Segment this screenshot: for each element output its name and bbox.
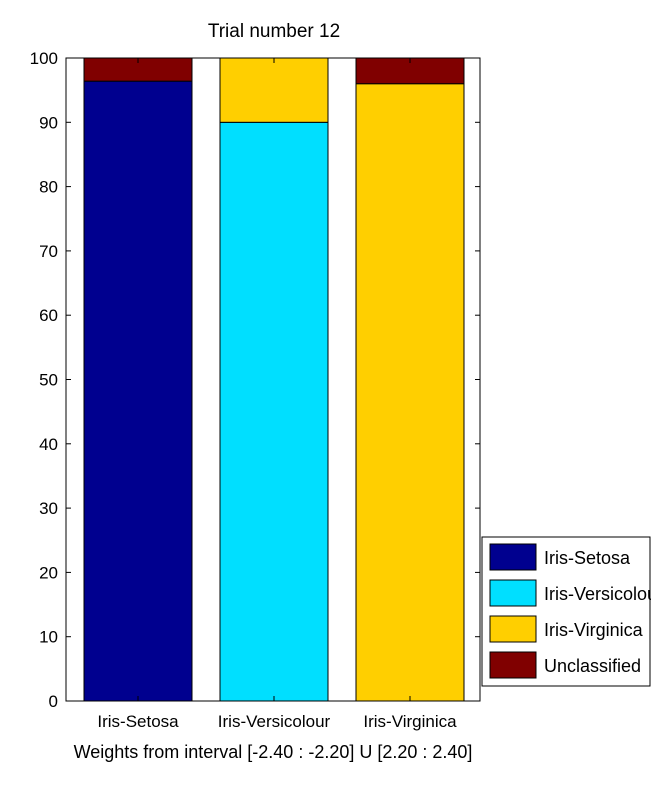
x-axis-label: Weights from interval [-2.40 : -2.20] U … <box>74 742 473 762</box>
y-tick-label: 10 <box>39 628 58 647</box>
y-tick-label: 60 <box>39 306 58 325</box>
legend-label-iris-virginica: Iris-Virginica <box>544 620 644 640</box>
x-tick-label-iris-versicolour: Iris-Versicolour <box>218 712 331 731</box>
y-tick-label: 90 <box>39 113 58 132</box>
x-tick-label-iris-virginica: Iris-Virginica <box>363 712 457 731</box>
legend-swatch-iris-versicolour <box>489 579 537 607</box>
y-tick-label: 30 <box>39 499 58 518</box>
bar-iris-versicolour-iris-virginica <box>219 57 329 123</box>
legend: Iris-Setosa Iris-Versicolour Iris-Virginic… <box>481 536 651 687</box>
y-tick-label: 40 <box>39 435 58 454</box>
y-tick-label: 0 <box>49 692 58 711</box>
legend-label-unclassified: Unclassified <box>544 656 641 676</box>
bar-iris-versicolour-iris-versicolour <box>219 121 329 702</box>
y-tick-label: 70 <box>39 242 58 261</box>
x-tick-label-iris-setosa: Iris-Setosa <box>97 712 179 731</box>
bar-iris-setosa-iris-setosa <box>83 80 193 702</box>
bars-layer <box>83 57 465 702</box>
legend-label-iris-versicolour: Iris-Versicolour <box>544 584 651 604</box>
y-tick-label: 20 <box>39 563 58 582</box>
legend-swatch-iris-virginica <box>489 615 537 643</box>
y-tick-label: 80 <box>39 178 58 197</box>
y-tick-label: 100 <box>30 49 58 68</box>
chart-title: Trial number 12 <box>208 21 340 42</box>
ticks-layer: 0 10 20 30 40 50 60 70 80 90 100 Iris-Setosa Iris-Ve… <box>30 49 480 731</box>
legend-swatch-iris-setosa <box>489 543 537 571</box>
legend-swatch-unclassified <box>489 651 537 679</box>
legend-label-iris-setosa: Iris-Setosa <box>544 548 631 568</box>
bar-iris-virginica-iris-virginica <box>355 83 465 702</box>
y-tick-label: 50 <box>39 371 58 390</box>
